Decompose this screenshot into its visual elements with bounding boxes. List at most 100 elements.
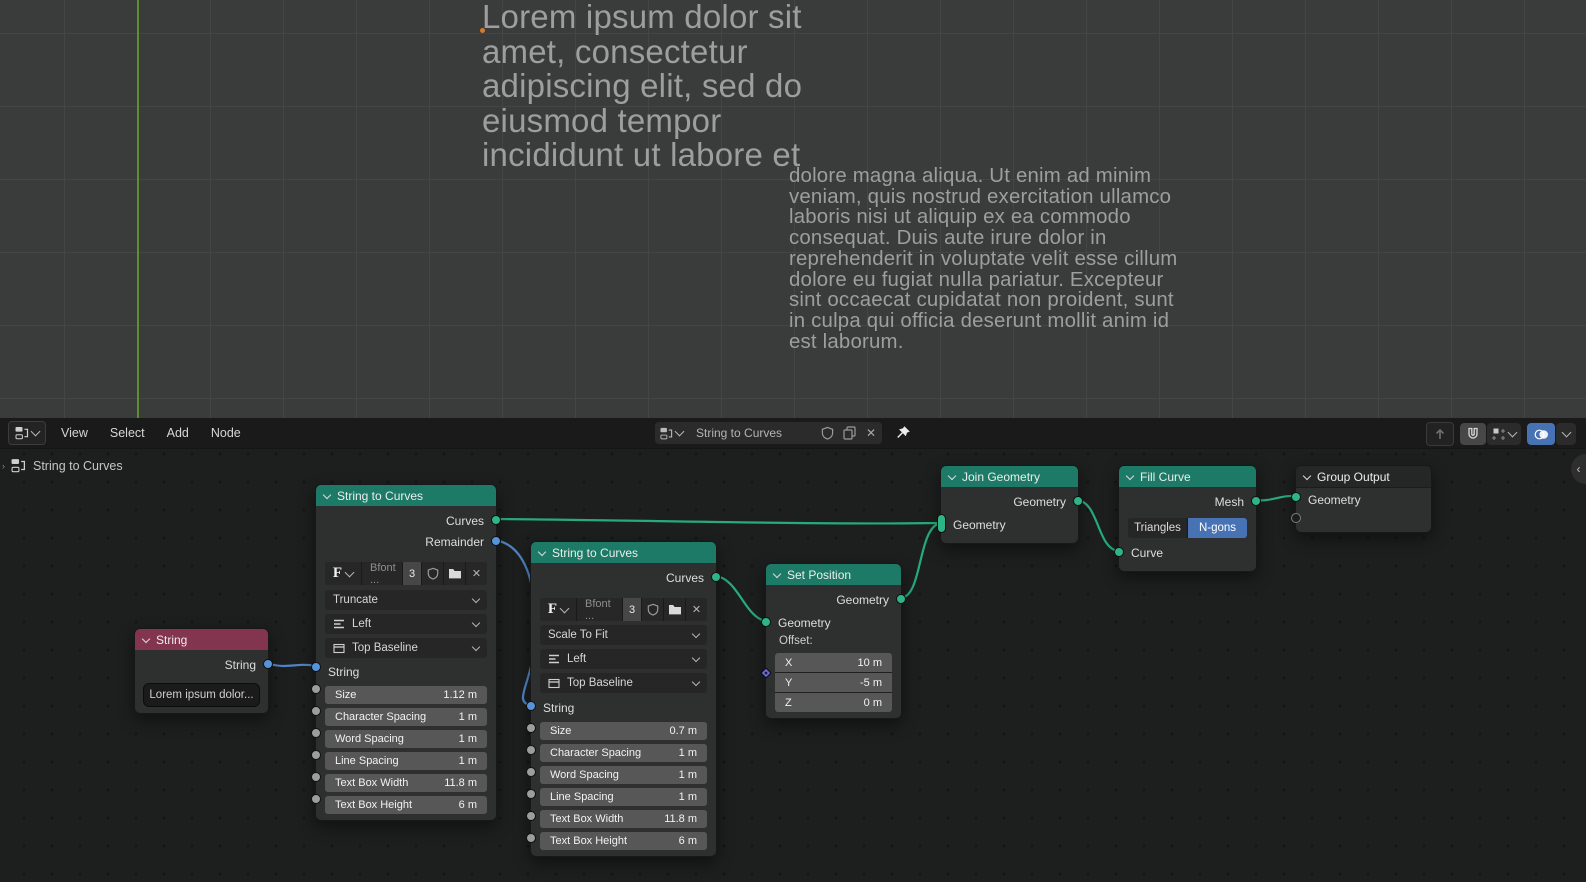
snap-mode-dropdown[interactable] bbox=[1487, 423, 1521, 445]
socket-mesh-output[interactable] bbox=[1251, 496, 1261, 506]
unlink-font-button[interactable]: ✕ bbox=[686, 598, 707, 621]
node-string[interactable]: String String Lorem ipsum dolor... bbox=[134, 628, 273, 714]
socket-size-input[interactable] bbox=[526, 723, 536, 733]
node-fill-curve[interactable]: Fill Curve Mesh Triangles N-gons Curve bbox=[1114, 465, 1261, 572]
node-header[interactable]: Join Geometry bbox=[941, 466, 1078, 487]
font-name-field[interactable]: Bfont ... bbox=[362, 562, 402, 585]
node-header[interactable]: Set Position bbox=[766, 564, 901, 585]
param-word-spacing[interactable]: Word Spacing 1 m bbox=[540, 766, 707, 784]
align-x-dropdown[interactable]: Left bbox=[325, 614, 487, 634]
socket-string-output[interactable] bbox=[263, 659, 273, 669]
fake-user-button[interactable] bbox=[422, 562, 443, 585]
offset-y-field[interactable]: Y -5 m bbox=[775, 673, 892, 692]
param-text-box-height[interactable]: Text Box Height 6 m bbox=[325, 796, 487, 814]
socket-string-input[interactable] bbox=[311, 662, 321, 672]
node-group-output[interactable]: Group Output Geometry bbox=[1291, 465, 1432, 533]
open-font-button[interactable] bbox=[664, 598, 685, 621]
align-y-dropdown[interactable]: Top Baseline bbox=[540, 673, 707, 693]
socket-geometry-output[interactable] bbox=[896, 594, 906, 604]
menu-select[interactable]: Select bbox=[109, 426, 145, 440]
font-users-count[interactable]: 3 bbox=[403, 562, 421, 585]
go-to-parent-button[interactable] bbox=[1426, 422, 1454, 446]
node-join-geometry[interactable]: Join Geometry Geometry Geometry bbox=[937, 465, 1083, 544]
socket-text-box-height-input[interactable] bbox=[526, 833, 536, 843]
node-header[interactable]: Fill Curve bbox=[1119, 466, 1256, 487]
param-line-spacing[interactable]: Line Spacing 1 m bbox=[325, 752, 487, 770]
open-font-button[interactable] bbox=[444, 562, 465, 585]
collapse-chevron-icon[interactable] bbox=[1302, 471, 1312, 480]
overlays-toggle-button[interactable] bbox=[1527, 423, 1555, 445]
socket-geometry-input[interactable] bbox=[761, 617, 771, 627]
socket-word-spacing-input[interactable] bbox=[311, 728, 321, 738]
param-size[interactable]: Size 1.12 m bbox=[325, 686, 487, 704]
socket-curves-output[interactable] bbox=[711, 572, 721, 582]
new-copy-button[interactable] bbox=[838, 422, 860, 444]
font-browse-button[interactable]: F bbox=[325, 562, 361, 585]
socket-geometry-multi-input[interactable] bbox=[937, 514, 946, 533]
align-x-dropdown[interactable]: Left bbox=[540, 649, 707, 669]
unlink-font-button[interactable]: ✕ bbox=[466, 562, 487, 585]
font-users-count[interactable]: 3 bbox=[623, 598, 641, 621]
overlays-dropdown[interactable] bbox=[1556, 423, 1576, 445]
collapse-chevron-icon[interactable] bbox=[322, 490, 332, 499]
collapse-chevron-icon[interactable] bbox=[947, 471, 957, 480]
param-line-spacing[interactable]: Line Spacing 1 m bbox=[540, 788, 707, 806]
menu-node[interactable]: Node bbox=[210, 426, 241, 440]
socket-curve-input[interactable] bbox=[1114, 547, 1124, 557]
viewport-3d[interactable]: Lorem ipsum dolor sit amet, consectetur … bbox=[0, 0, 1586, 418]
collapse-chevron-icon[interactable] bbox=[1125, 471, 1135, 480]
socket-character-spacing-input[interactable] bbox=[311, 706, 321, 716]
collapse-chevron-icon[interactable] bbox=[772, 569, 782, 578]
socket-virtual-input[interactable] bbox=[1291, 513, 1301, 523]
overflow-dropdown[interactable]: Truncate bbox=[325, 590, 487, 610]
param-text-box-width[interactable]: Text Box Width 11.8 m bbox=[540, 810, 707, 828]
mode-triangles-button[interactable]: Triangles bbox=[1128, 518, 1187, 538]
node-string-to-curves-1[interactable]: String to Curves Curves Remainder F Bfon… bbox=[311, 484, 501, 821]
offset-x-field[interactable]: X 10 m bbox=[775, 653, 892, 672]
fake-user-button[interactable] bbox=[642, 598, 663, 621]
socket-text-box-width-input[interactable] bbox=[526, 811, 536, 821]
socket-geometry-input[interactable] bbox=[1291, 492, 1301, 502]
socket-curves-output[interactable] bbox=[491, 515, 501, 525]
socket-line-spacing-input[interactable] bbox=[526, 789, 536, 799]
param-word-spacing[interactable]: Word Spacing 1 m bbox=[325, 730, 487, 748]
socket-size-input[interactable] bbox=[311, 684, 321, 694]
param-character-spacing[interactable]: Character Spacing 1 m bbox=[540, 744, 707, 762]
socket-character-spacing-input[interactable] bbox=[526, 745, 536, 755]
menu-add[interactable]: Add bbox=[166, 426, 189, 440]
node-string-to-curves-2[interactable]: String to Curves Curves F Bfont ... 3 ✕ bbox=[526, 541, 721, 857]
socket-text-box-width-input[interactable] bbox=[311, 772, 321, 782]
socket-string-input[interactable] bbox=[526, 701, 536, 711]
unlink-button[interactable]: ✕ bbox=[860, 422, 882, 444]
overflow-dropdown[interactable]: Scale To Fit bbox=[540, 625, 707, 645]
font-browse-button[interactable]: F bbox=[540, 598, 576, 621]
mode-ngons-button[interactable]: N-gons bbox=[1188, 518, 1247, 538]
pin-button[interactable] bbox=[892, 422, 914, 444]
param-size[interactable]: Size 0.7 m bbox=[540, 722, 707, 740]
socket-word-spacing-input[interactable] bbox=[526, 767, 536, 777]
node-set-position[interactable]: Set Position Geometry Geometry Offset: X… bbox=[760, 563, 906, 719]
param-character-spacing[interactable]: Character Spacing 1 m bbox=[325, 708, 487, 726]
node-header[interactable]: String bbox=[135, 629, 268, 650]
param-text-box-width[interactable]: Text Box Width 11.8 m bbox=[325, 774, 487, 792]
socket-line-spacing-input[interactable] bbox=[311, 750, 321, 760]
align-y-dropdown[interactable]: Top Baseline bbox=[325, 638, 487, 658]
socket-geometry-output[interactable] bbox=[1073, 496, 1083, 506]
menu-view[interactable]: View bbox=[61, 426, 88, 440]
font-name-field[interactable]: Bfont ... bbox=[577, 598, 622, 621]
collapse-chevron-icon[interactable] bbox=[141, 634, 151, 643]
collapse-chevron-icon[interactable] bbox=[537, 547, 547, 556]
node-header[interactable]: String to Curves bbox=[531, 542, 716, 563]
fake-user-button[interactable] bbox=[816, 422, 838, 444]
node-header[interactable]: Group Output bbox=[1296, 466, 1431, 488]
param-text-box-height[interactable]: Text Box Height 6 m bbox=[540, 832, 707, 850]
tree-type-selector[interactable] bbox=[655, 422, 688, 444]
string-value-field[interactable]: Lorem ipsum dolor... bbox=[143, 683, 260, 707]
tree-name-field[interactable]: String to Curves bbox=[688, 422, 816, 444]
socket-text-box-height-input[interactable] bbox=[311, 794, 321, 804]
node-header[interactable]: String to Curves bbox=[316, 485, 496, 506]
editor-type-button[interactable] bbox=[8, 421, 46, 445]
snap-toggle-button[interactable] bbox=[1460, 423, 1486, 445]
sidebar-collapse-button[interactable]: ‹ bbox=[1571, 454, 1586, 484]
